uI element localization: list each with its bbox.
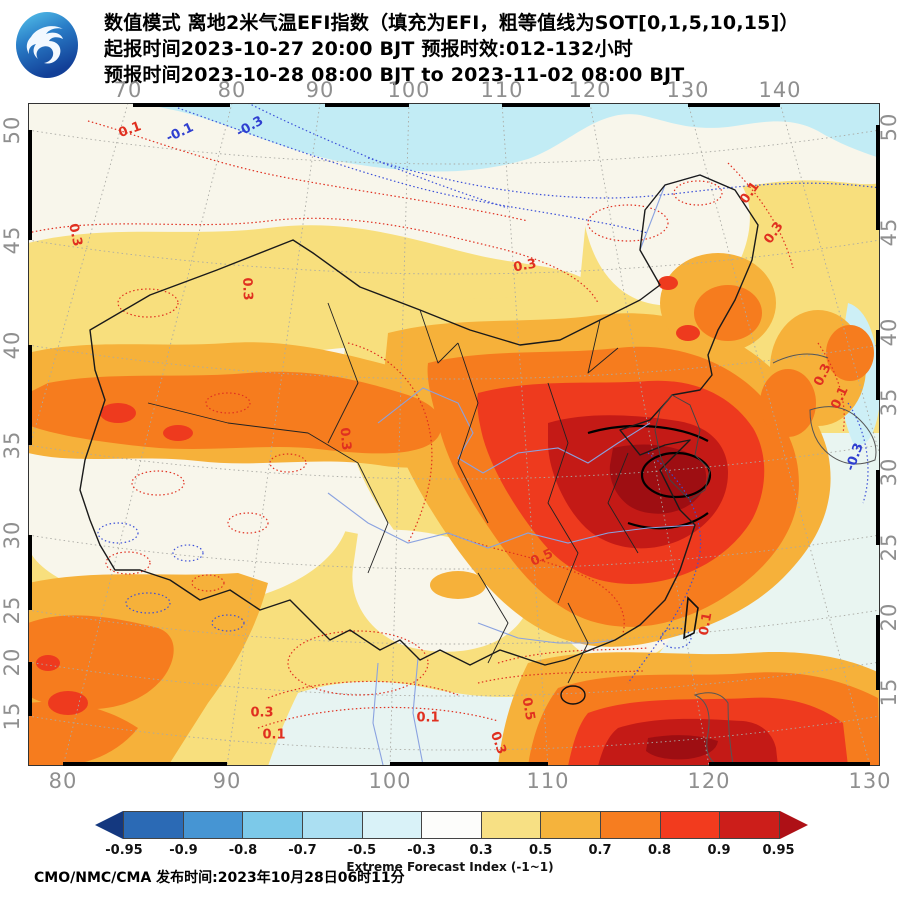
colorbar-tick: -0.5 xyxy=(347,843,377,858)
colorbar-body xyxy=(123,811,780,839)
contour-label: 0.3 xyxy=(336,426,354,452)
colorbar-segment xyxy=(541,812,602,838)
cma-logo-icon xyxy=(16,12,78,78)
axis-label-bottom: 130 xyxy=(848,769,892,793)
axis-label-right: 30 xyxy=(877,457,900,487)
axis-label-right: 45 xyxy=(877,217,900,247)
colorbar-tick: 0.9 xyxy=(707,843,731,858)
axis-label-left: 50 xyxy=(0,115,24,145)
colorbar-left-arrow xyxy=(95,811,123,839)
colorbar-tick: -0.95 xyxy=(105,843,143,858)
axis-label-right: 25 xyxy=(877,532,900,562)
axis-label-left: 15 xyxy=(0,701,24,731)
contour-label: 0.3 xyxy=(239,277,255,301)
axis-label-left: 35 xyxy=(0,430,24,460)
axis-label-top: 120 xyxy=(568,78,612,102)
axis-label-top: 90 xyxy=(305,78,335,102)
colorbar-segment xyxy=(362,812,423,838)
title-block: 数值模式 离地2米气温EFI指数（填充为EFI，粗等值线为SOT[0,1,5,1… xyxy=(104,10,799,88)
axis-label-top: 130 xyxy=(666,78,710,102)
axis-label-bottom: 80 xyxy=(48,769,78,793)
contour-label: 0.3 xyxy=(250,705,274,721)
china-border xyxy=(79,174,759,666)
colorbar-tick: 0.8 xyxy=(647,843,672,858)
sot-contours xyxy=(587,424,712,530)
axis-label-right: 35 xyxy=(877,387,900,417)
title-line-2: 起报时间2023-10-27 20:00 BJT 预报时效:012-132小时 xyxy=(104,38,633,60)
axis-label-bottom: 100 xyxy=(368,769,412,793)
colorbar-segment xyxy=(601,812,661,838)
colorbar-tick: 0.95 xyxy=(762,843,795,858)
colorbar-segment xyxy=(124,812,184,838)
axis-label-top: 70 xyxy=(113,78,143,102)
axis-label-top: 140 xyxy=(758,78,802,102)
colorbar-caption: Extreme Forecast Index (-1~1) xyxy=(346,860,554,874)
efi-fill-cyan-north xyxy=(140,103,880,172)
colorbar-tick: 0.3 xyxy=(469,843,493,858)
axis-label-left: 20 xyxy=(0,647,24,677)
colorbar-right-arrow xyxy=(780,811,808,839)
map-frame xyxy=(28,103,880,766)
colorbar-tick: 0.7 xyxy=(588,843,612,858)
axis-label-top: 100 xyxy=(387,78,431,102)
colorbar-segment xyxy=(243,812,303,838)
colorbar-tick: -0.9 xyxy=(169,843,198,858)
efi-map xyxy=(28,103,880,766)
province-borders xyxy=(147,302,639,684)
colorbar-segment xyxy=(720,812,780,838)
title-line-3: 预报时间2023-10-28 08:00 BJT to 2023-11-02 0… xyxy=(104,64,685,86)
axis-label-left: 45 xyxy=(0,225,24,255)
axis-label-right: 40 xyxy=(877,317,900,347)
contours-negative xyxy=(97,103,880,684)
colorbar-tick: -0.3 xyxy=(407,843,436,858)
title-line-1: 数值模式 离地2米气温EFI指数（填充为EFI，粗等值线为SOT[0,1,5,1… xyxy=(104,12,799,34)
contour-label: 0.1 xyxy=(262,727,286,743)
graticule xyxy=(28,103,880,766)
contours-positive xyxy=(28,120,845,729)
axis-label-left: 25 xyxy=(0,595,24,625)
axis-label-right: 15 xyxy=(877,677,900,707)
axis-label-left: 40 xyxy=(0,330,24,360)
colorbar-tick: 0.5 xyxy=(528,843,553,858)
map-canvas: 0.1 -0.1 -0.3 0.3 0.3 0.3 0.3 0.1 0.3 0.3 0.1 -0.3 0… xyxy=(28,103,880,766)
axis-label-left: 30 xyxy=(0,520,24,550)
axis-label-top: 110 xyxy=(480,78,524,102)
colorbar-tick: -0.7 xyxy=(288,843,317,858)
colorbar-segment xyxy=(422,812,482,838)
colorbar-segment xyxy=(302,812,363,838)
footer-credit: CMO/NMC/CMA 发布时间:2023年10月28日06时11分 xyxy=(34,870,405,886)
axis-label-bottom: 90 xyxy=(212,769,242,793)
axis-label-right: 20 xyxy=(877,602,900,632)
colorbar-segment xyxy=(183,812,244,838)
colorbar-segment xyxy=(660,812,721,838)
axis-label-right: 50 xyxy=(877,112,900,142)
axis-label-bottom: 120 xyxy=(687,769,731,793)
colorbar-tick: -0.8 xyxy=(228,843,258,858)
axis-label-top: 80 xyxy=(217,78,247,102)
colorbar xyxy=(95,811,808,839)
axis-label-bottom: 110 xyxy=(526,769,570,793)
contour-label: 0.1 xyxy=(416,710,440,726)
colorbar-segment xyxy=(481,812,542,838)
